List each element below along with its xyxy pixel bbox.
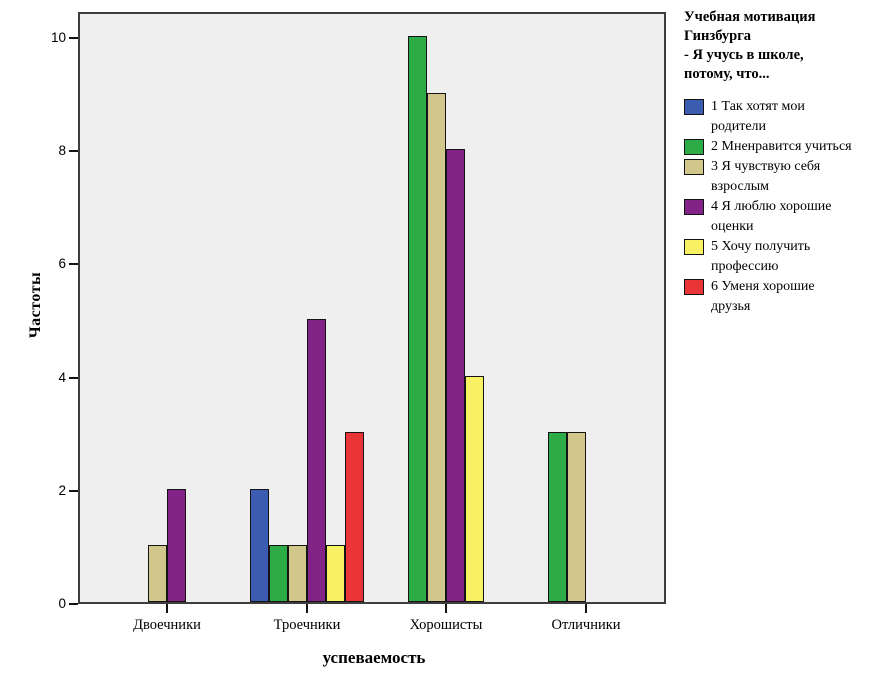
legend-swatch-icon — [684, 199, 704, 215]
x-category-label: Хорошисты — [409, 617, 483, 633]
legend-swatch-icon — [684, 99, 704, 115]
legend-item: 3 Я чувствую себя взрослым — [684, 157, 886, 197]
legend-item: 1 Так хотят мои родители — [684, 97, 886, 137]
bar-series3-cat2 — [288, 545, 307, 602]
y-tick-mark — [69, 263, 78, 266]
legend-item-label: 2 Мненравится учиться — [711, 139, 852, 154]
bar-series3-cat3 — [427, 93, 446, 602]
bar-series5-cat3 — [465, 376, 484, 602]
bar-series4-cat2 — [307, 319, 326, 602]
plot-area — [78, 12, 666, 604]
legend-swatch-icon — [684, 239, 704, 255]
y-tick-mark — [69, 150, 78, 153]
legend-swatch-icon — [684, 279, 704, 295]
y-tick-mark — [69, 603, 78, 605]
y-tick-mark — [69, 489, 78, 492]
legend-item: 4 Я люблю хорошие оценки — [684, 197, 886, 237]
legend-items: 1 Так хотят мои родители 2 Мненравится уч… — [684, 97, 886, 317]
legend-item-label: 5 Хочу получить профессию — [711, 239, 811, 274]
bar-series6-cat2 — [345, 432, 364, 602]
x-tick-mark — [166, 604, 168, 613]
y-tick-label: 0 — [58, 596, 66, 611]
y-tick-label: 8 — [58, 143, 66, 159]
legend-swatch-icon — [684, 159, 704, 175]
x-category-label: Двоечники — [133, 617, 201, 633]
x-tick-mark — [306, 604, 308, 613]
y-tick-mark — [69, 37, 78, 39]
y-tick-label: 6 — [58, 256, 66, 272]
legend-item-label: 6 Уменя хорошие друзья — [711, 279, 815, 314]
bar-series2-cat4 — [548, 432, 567, 602]
legend-swatch-icon — [684, 139, 704, 155]
y-axis-title: Частоты — [27, 271, 44, 339]
legend-title: Учебная мотивация Гинзбурга - Я учусь в … — [684, 9, 816, 82]
x-category-label: Отличники — [551, 617, 621, 633]
y-tick-mark — [69, 376, 78, 379]
bar-series2-cat3 — [408, 36, 427, 602]
legend-item: 2 Мненравится учиться — [684, 137, 886, 157]
legend-item: 5 Хочу получить профессию — [684, 237, 886, 277]
y-tick-label: 10 — [50, 30, 66, 45]
bar-series3-cat4 — [567, 432, 586, 602]
legend-item: 6 Уменя хорошие друзья — [684, 277, 886, 317]
bar-series4-cat1 — [167, 489, 186, 602]
bar-series2-cat2 — [269, 545, 288, 602]
y-tick-label: 2 — [58, 482, 66, 498]
x-axis-title: успеваемость — [322, 648, 426, 667]
x-tick-mark — [445, 604, 447, 613]
bar-series1-cat2 — [250, 489, 269, 602]
bar-series3-cat1 — [148, 545, 167, 602]
legend-item-label: 4 Я люблю хорошие оценки — [711, 199, 832, 234]
legend-item-label: 3 Я чувствую себя взрослым — [711, 159, 821, 194]
x-tick-mark — [585, 604, 587, 613]
legend: Учебная мотивация Гинзбурга - Я учусь в … — [684, 8, 886, 317]
bar-series5-cat2 — [326, 545, 345, 602]
y-tick-label: 4 — [58, 369, 66, 385]
bar-series4-cat3 — [446, 149, 465, 602]
x-category-label: Троечники — [273, 617, 341, 633]
legend-item-label: 1 Так хотят мои родители — [711, 99, 805, 134]
